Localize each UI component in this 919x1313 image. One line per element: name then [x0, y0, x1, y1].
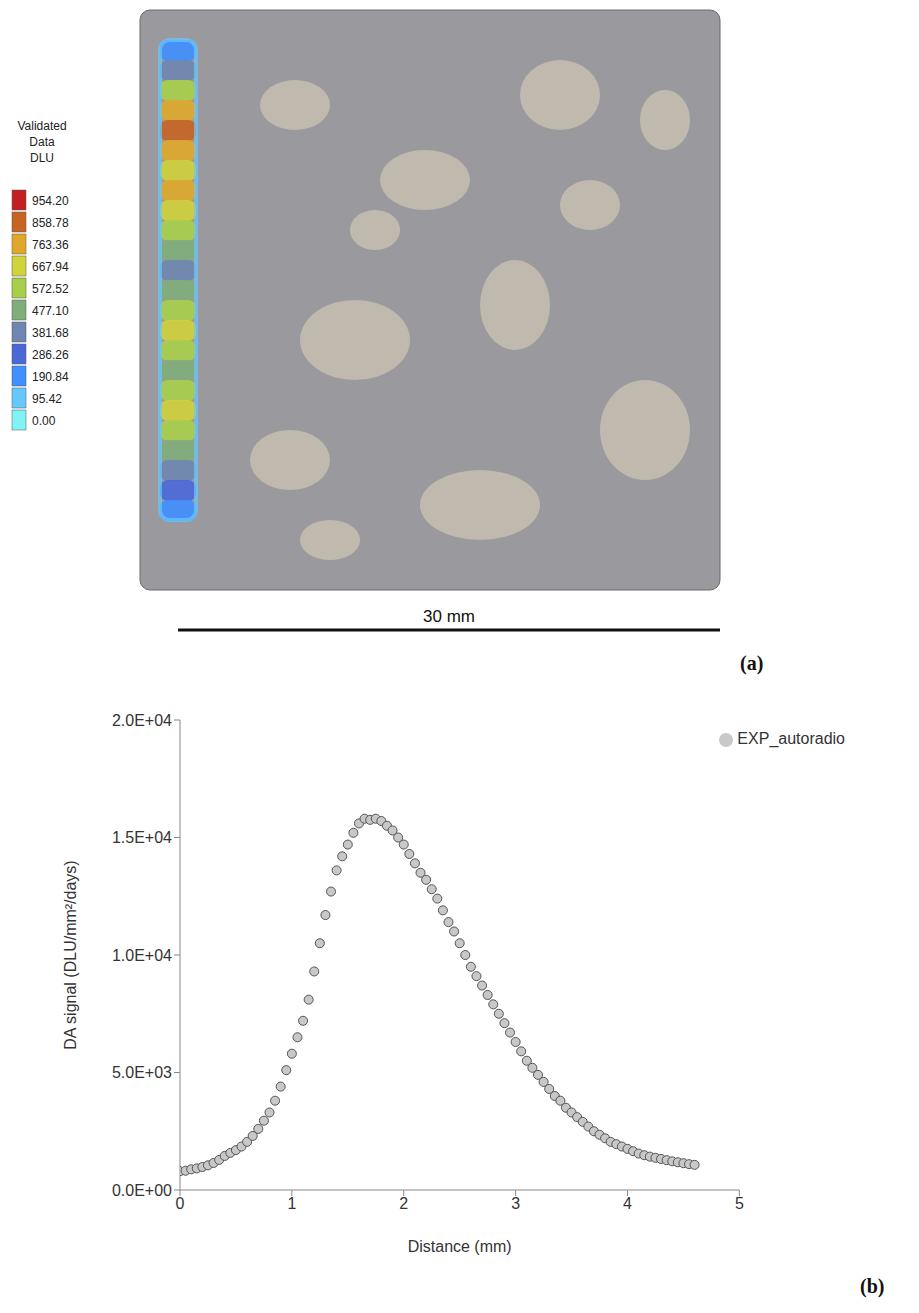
svg-text:0.00: 0.00 — [32, 414, 56, 428]
svg-text:477.10: 477.10 — [32, 304, 69, 318]
svg-text:1.0E+04: 1.0E+04 — [112, 947, 172, 964]
svg-text:30 mm: 30 mm — [423, 607, 475, 626]
svg-text:286.26: 286.26 — [32, 348, 69, 362]
svg-text:Distance (mm): Distance (mm) — [408, 1238, 512, 1255]
svg-text:DLU: DLU — [30, 151, 54, 165]
svg-text:0: 0 — [176, 1195, 185, 1212]
svg-text:4: 4 — [623, 1195, 632, 1212]
svg-text:3: 3 — [511, 1195, 520, 1212]
svg-text:1.5E+04: 1.5E+04 — [112, 829, 172, 846]
svg-text:2.0E+04: 2.0E+04 — [112, 712, 172, 729]
html-text:EXP_autoradio: EXP_autoradio — [737, 730, 845, 747]
svg-text:954.20: 954.20 — [32, 194, 69, 208]
svg-text:0.0E+00: 0.0E+00 — [112, 1182, 172, 1199]
svg-text:DA signal (DLU/mm²/days): DA signal (DLU/mm²/days) — [62, 860, 79, 1049]
svg-text:2: 2 — [399, 1195, 408, 1212]
svg-text:381.68: 381.68 — [32, 326, 69, 340]
html-text:(b): (b) — [860, 1275, 885, 1297]
svg-text:667.94: 667.94 — [32, 260, 69, 274]
svg-text:763.36: 763.36 — [32, 238, 69, 252]
svg-text:Validated: Validated — [17, 119, 66, 133]
svg-text:(a): (a) — [740, 652, 763, 675]
svg-text:190.84: 190.84 — [32, 370, 69, 384]
svg-text:572.52: 572.52 — [32, 282, 69, 296]
svg-text:5: 5 — [735, 1195, 744, 1212]
svg-text:1: 1 — [287, 1195, 296, 1212]
svg-text:95.42: 95.42 — [32, 392, 62, 406]
svg-text:858.78: 858.78 — [32, 216, 69, 230]
svg-text:5.0E+03: 5.0E+03 — [112, 1064, 172, 1081]
svg-text:Data: Data — [29, 135, 55, 149]
